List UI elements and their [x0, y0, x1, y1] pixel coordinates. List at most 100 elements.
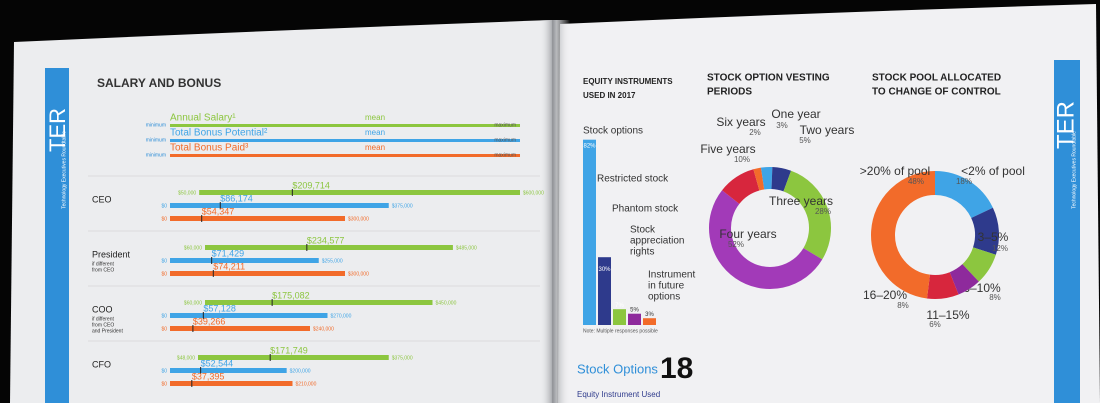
- bar-label: appreciation: [630, 236, 684, 247]
- legend-line: [170, 124, 520, 127]
- max-label: $450,000: [436, 300, 457, 306]
- chart-title: PERIODS: [707, 87, 752, 98]
- min-label: $0: [161, 258, 167, 264]
- bar-value: 5%: [630, 307, 639, 313]
- segment-label: Five years: [700, 142, 755, 156]
- segment-value: 48%: [908, 177, 924, 186]
- equity-bar: [583, 140, 596, 325]
- bar-label: Restricted stock: [597, 174, 669, 185]
- range-bar: [170, 271, 345, 276]
- min-label: $0: [161, 313, 167, 319]
- mean-label: $37,395: [192, 371, 225, 381]
- legend-mean: mean: [365, 113, 385, 122]
- row-label: COO: [92, 304, 113, 314]
- booklet-photo: TER Technology Executives Roundtable TER…: [0, 0, 1100, 403]
- max-label: $200,000: [290, 368, 311, 374]
- mean-label: $234,577: [307, 235, 345, 245]
- chart-title: STOCK OPTION VESTING: [707, 73, 830, 84]
- segment-value: 18%: [956, 177, 972, 186]
- segment-label: >20% of pool: [860, 164, 930, 178]
- donut-segment: [954, 273, 970, 283]
- chart-note: Note: Multiple responses possible: [583, 328, 658, 334]
- legend-min: minimum: [146, 152, 166, 158]
- range-bar: [170, 326, 310, 331]
- mean-label: $209,714: [292, 180, 330, 190]
- legend-min: minimum: [146, 137, 166, 143]
- segment-label: One year: [771, 107, 820, 121]
- tab-sub: Technology Executives Roundtable: [1071, 131, 1077, 209]
- mean-label: $52,544: [201, 358, 234, 368]
- segment-label: Six years: [716, 115, 765, 129]
- segment-label: <2% of pool: [961, 164, 1025, 178]
- min-label: $0: [161, 381, 167, 387]
- mean-label: $54,347: [202, 206, 235, 216]
- bar-value: 7%: [615, 303, 624, 309]
- min-label: $50,000: [178, 190, 196, 196]
- segment-label: Four years: [719, 227, 776, 241]
- bar-value: 82%: [583, 143, 596, 149]
- range-bar: [205, 300, 433, 305]
- spine-shadow: [540, 20, 570, 403]
- range-bar: [170, 381, 293, 386]
- max-label: $210,000: [296, 381, 317, 387]
- min-label: $60,000: [184, 300, 202, 306]
- bar-value: 30%: [598, 267, 611, 273]
- mean-label: $175,082: [272, 290, 310, 300]
- segment-label: Two years: [800, 123, 855, 137]
- page-number: 18: [660, 352, 693, 385]
- segment-label: 3–5%: [978, 230, 1009, 244]
- bar-label: Phantom stock: [612, 204, 679, 215]
- max-label: $270,000: [331, 313, 352, 319]
- footer-heading: Stock Options: [577, 361, 658, 376]
- min-label: $0: [161, 326, 167, 332]
- max-label: $300,000: [348, 216, 369, 222]
- legend-min: minimum: [146, 122, 166, 128]
- legend-max: maximum: [494, 152, 516, 158]
- bar-label: Instrument: [648, 270, 695, 281]
- donut-segment: [763, 178, 772, 179]
- max-label: $375,000: [392, 355, 413, 361]
- bar-label: Stock: [630, 225, 656, 236]
- legend-label: Annual Salary¹: [170, 113, 236, 124]
- row-label: CEO: [92, 194, 112, 204]
- bar-label: rights: [630, 247, 654, 258]
- legend-mean: mean: [365, 128, 385, 137]
- segment-value: 8%: [897, 301, 909, 310]
- row-label: CFO: [92, 359, 111, 369]
- footer-sub: Equity Instrument Used: [577, 390, 660, 399]
- donut-segment: [971, 251, 985, 273]
- row-note: and President: [92, 328, 123, 334]
- min-label: $60,000: [184, 245, 202, 251]
- equity-bar: [613, 309, 626, 325]
- mean-label: $39,266: [193, 316, 226, 326]
- legend-max: maximum: [494, 122, 516, 128]
- legend-label: Total Bonus Potential²: [170, 128, 268, 139]
- legend-line: [170, 139, 520, 142]
- row-note: from CEO: [92, 267, 114, 273]
- donut-segment: [928, 283, 954, 287]
- section-title: SALARY AND BONUS: [97, 76, 221, 90]
- max-label: $600,000: [523, 190, 544, 196]
- segment-value: 5%: [799, 136, 811, 145]
- min-label: $48,000: [177, 355, 195, 361]
- segment-value: 28%: [815, 207, 831, 216]
- bar-value: 3%: [645, 312, 654, 318]
- bar-label: Stock options: [583, 126, 643, 137]
- mean-label: $171,749: [270, 345, 308, 355]
- legend-max: maximum: [494, 137, 516, 143]
- segment-label: Three years: [769, 194, 833, 208]
- min-label: $0: [161, 216, 167, 222]
- max-label: $300,000: [348, 271, 369, 277]
- range-bar: [170, 216, 345, 221]
- bar-label: options: [648, 292, 680, 303]
- tab-sub: Technology Executives Roundtable: [61, 131, 67, 209]
- page: TER Technology Executives Roundtable TER…: [0, 0, 1100, 403]
- mean-label: $74,211: [213, 261, 245, 271]
- max-label: $375,000: [392, 203, 413, 209]
- range-bar: [170, 368, 287, 373]
- donut-segment: [772, 178, 787, 181]
- segment-value: 8%: [989, 293, 1001, 302]
- segment-value: 3%: [776, 121, 788, 130]
- chart-title: USED IN 2017: [583, 91, 636, 100]
- equity-bar: [628, 314, 641, 325]
